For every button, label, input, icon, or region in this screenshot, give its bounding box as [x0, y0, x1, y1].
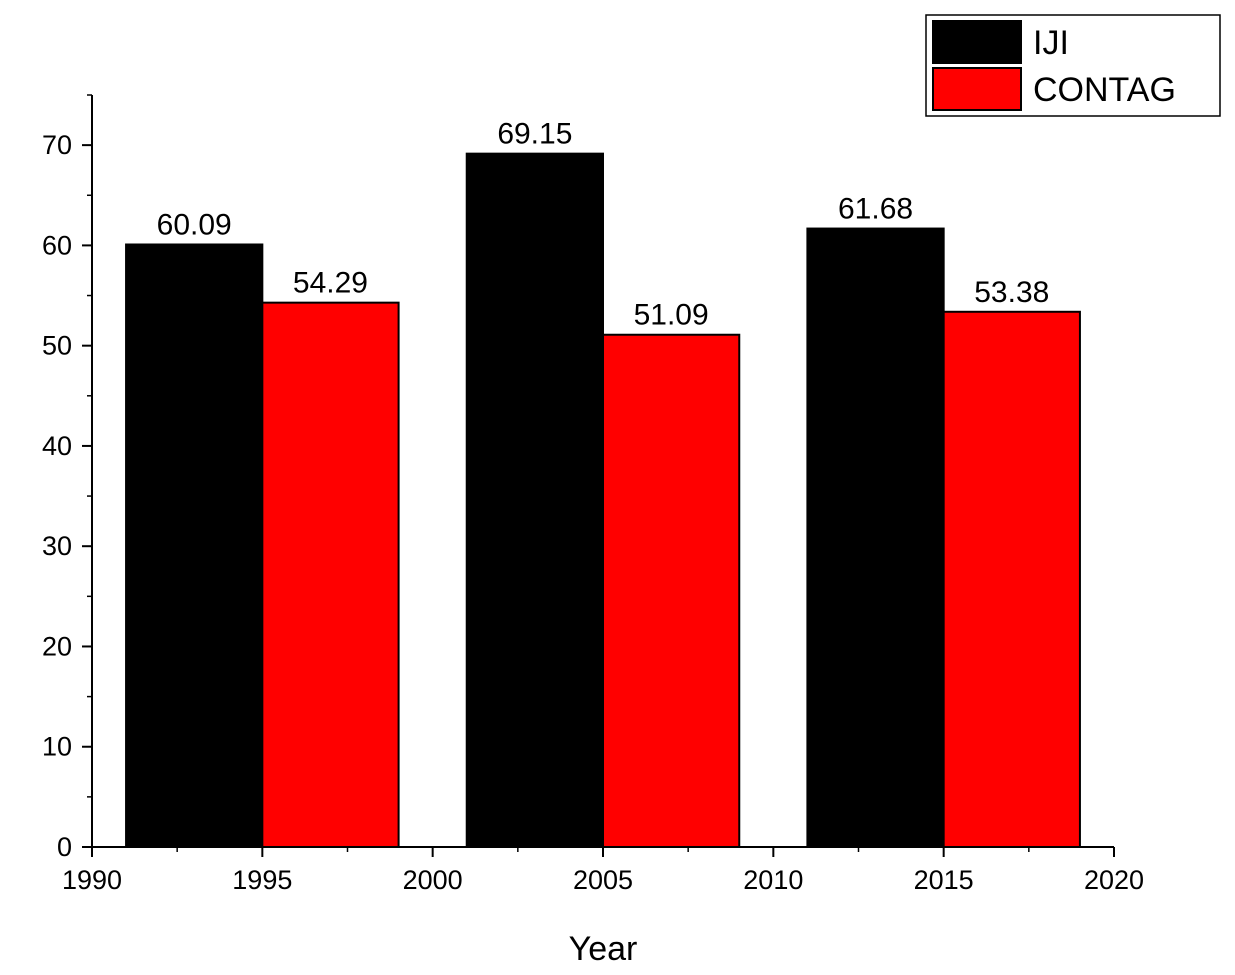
legend-label-iji: IJI	[1033, 24, 1069, 62]
y-tick-label-0: 0	[57, 832, 72, 862]
x-tick-label-2000: 2000	[403, 865, 463, 895]
y-tick-label-10: 10	[42, 732, 72, 762]
bar-contag-1995	[261, 301, 400, 848]
y-tick-label-30: 30	[42, 531, 72, 561]
legend-swatch-iji	[932, 20, 1022, 64]
data-label-iji-2005: 69.15	[497, 118, 572, 151]
x-tick-label-1995: 1995	[232, 865, 292, 895]
x-tick-label-1990: 1990	[62, 865, 122, 895]
data-labels-layer: 60.09 69.15 61.68 54.29 51.09 53.38	[157, 118, 1050, 332]
y-tick-label-50: 50	[42, 331, 72, 361]
y-tick-label-70: 70	[42, 130, 72, 160]
bars-layer	[125, 152, 1081, 849]
data-label-iji-1995: 60.09	[157, 208, 232, 241]
x-axis-title: Year	[569, 930, 638, 968]
legend-swatch-contag	[932, 67, 1022, 111]
bar-iji-2005	[465, 152, 604, 848]
legend: IJI CONTAG	[925, 14, 1221, 117]
y-tick-label-20: 20	[42, 631, 72, 661]
axes-layer: 0 10 20 30 40 50 60 70 1990 1995 2000 2005 2010 2015 2…	[42, 94, 1144, 895]
data-label-contag-2005: 51.09	[634, 299, 709, 332]
x-tick-label-2010: 2010	[743, 865, 803, 895]
x-tick-label-2015: 2015	[914, 865, 974, 895]
bar-contag-2015	[942, 310, 1081, 848]
x-tick-label-2005: 2005	[573, 865, 633, 895]
y-tick-label-60: 60	[42, 230, 72, 260]
legend-label-contag: CONTAG	[1033, 71, 1176, 109]
bar-iji-1995	[125, 243, 264, 848]
bar-contag-2005	[602, 333, 741, 848]
data-label-iji-2015: 61.68	[838, 193, 913, 226]
x-tick-label-2020: 2020	[1084, 865, 1144, 895]
bar-iji-2015	[806, 227, 945, 849]
data-label-contag-2015: 53.38	[974, 276, 1049, 309]
data-label-contag-1995: 54.29	[293, 267, 368, 300]
y-tick-label-40: 40	[42, 431, 72, 461]
